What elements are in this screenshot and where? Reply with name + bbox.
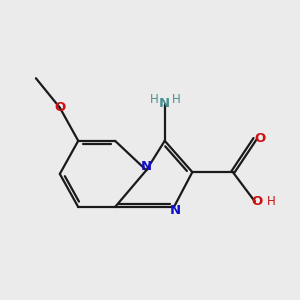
Text: H: H [171,93,180,106]
Text: O: O [54,101,65,114]
Text: O: O [251,195,262,208]
Text: N: N [141,160,152,173]
Text: N: N [170,204,181,217]
Text: N: N [159,98,170,110]
Text: H: H [267,195,276,208]
Text: O: O [255,133,266,146]
Text: H: H [150,93,159,106]
